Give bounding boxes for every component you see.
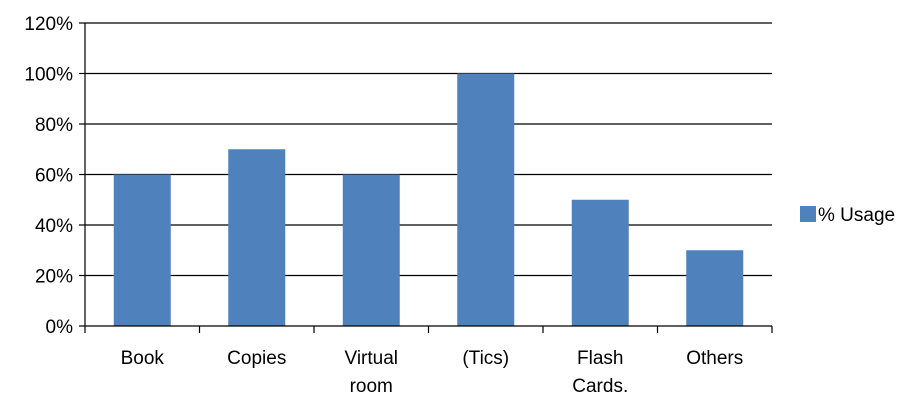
x-axis-category-label: Copies [227,348,286,369]
x-axis-category-label: Book [121,348,165,369]
bar [228,149,286,326]
legend: % Usage [800,205,895,226]
legend-swatch [800,206,816,222]
x-axis-category-label: (Tics) [462,348,509,369]
bar [113,174,171,326]
y-axis-tick-labels: 0% 20% 40% 60% 80% 100% 120% [24,14,73,338]
bar [457,73,515,326]
gridlines [85,22,772,277]
bar [342,174,400,326]
x-axis-category-label: Virtual room [344,348,398,397]
bars [113,73,744,326]
y-axis-tick-label: 100% [24,65,73,86]
x-axis-category-label: Others [686,348,743,369]
x-axis-category-label: Flash Cards. [572,348,628,397]
y-axis-tick-label: 60% [35,166,73,187]
y-axis-tick-label: 80% [35,115,73,136]
x-axis-category-labels: Book Copies Virtual room (Tics) Flash Cards. Ot… [121,348,744,397]
legend-label: % Usage [818,205,895,226]
y-axis-tick-label: 0% [46,317,74,338]
y-axis-tick-label: 120% [24,14,73,35]
axes [79,22,773,333]
bar [571,199,629,326]
y-axis-tick-label: 20% [35,267,73,288]
bar [686,250,744,326]
y-axis-tick-label: 40% [35,216,73,237]
